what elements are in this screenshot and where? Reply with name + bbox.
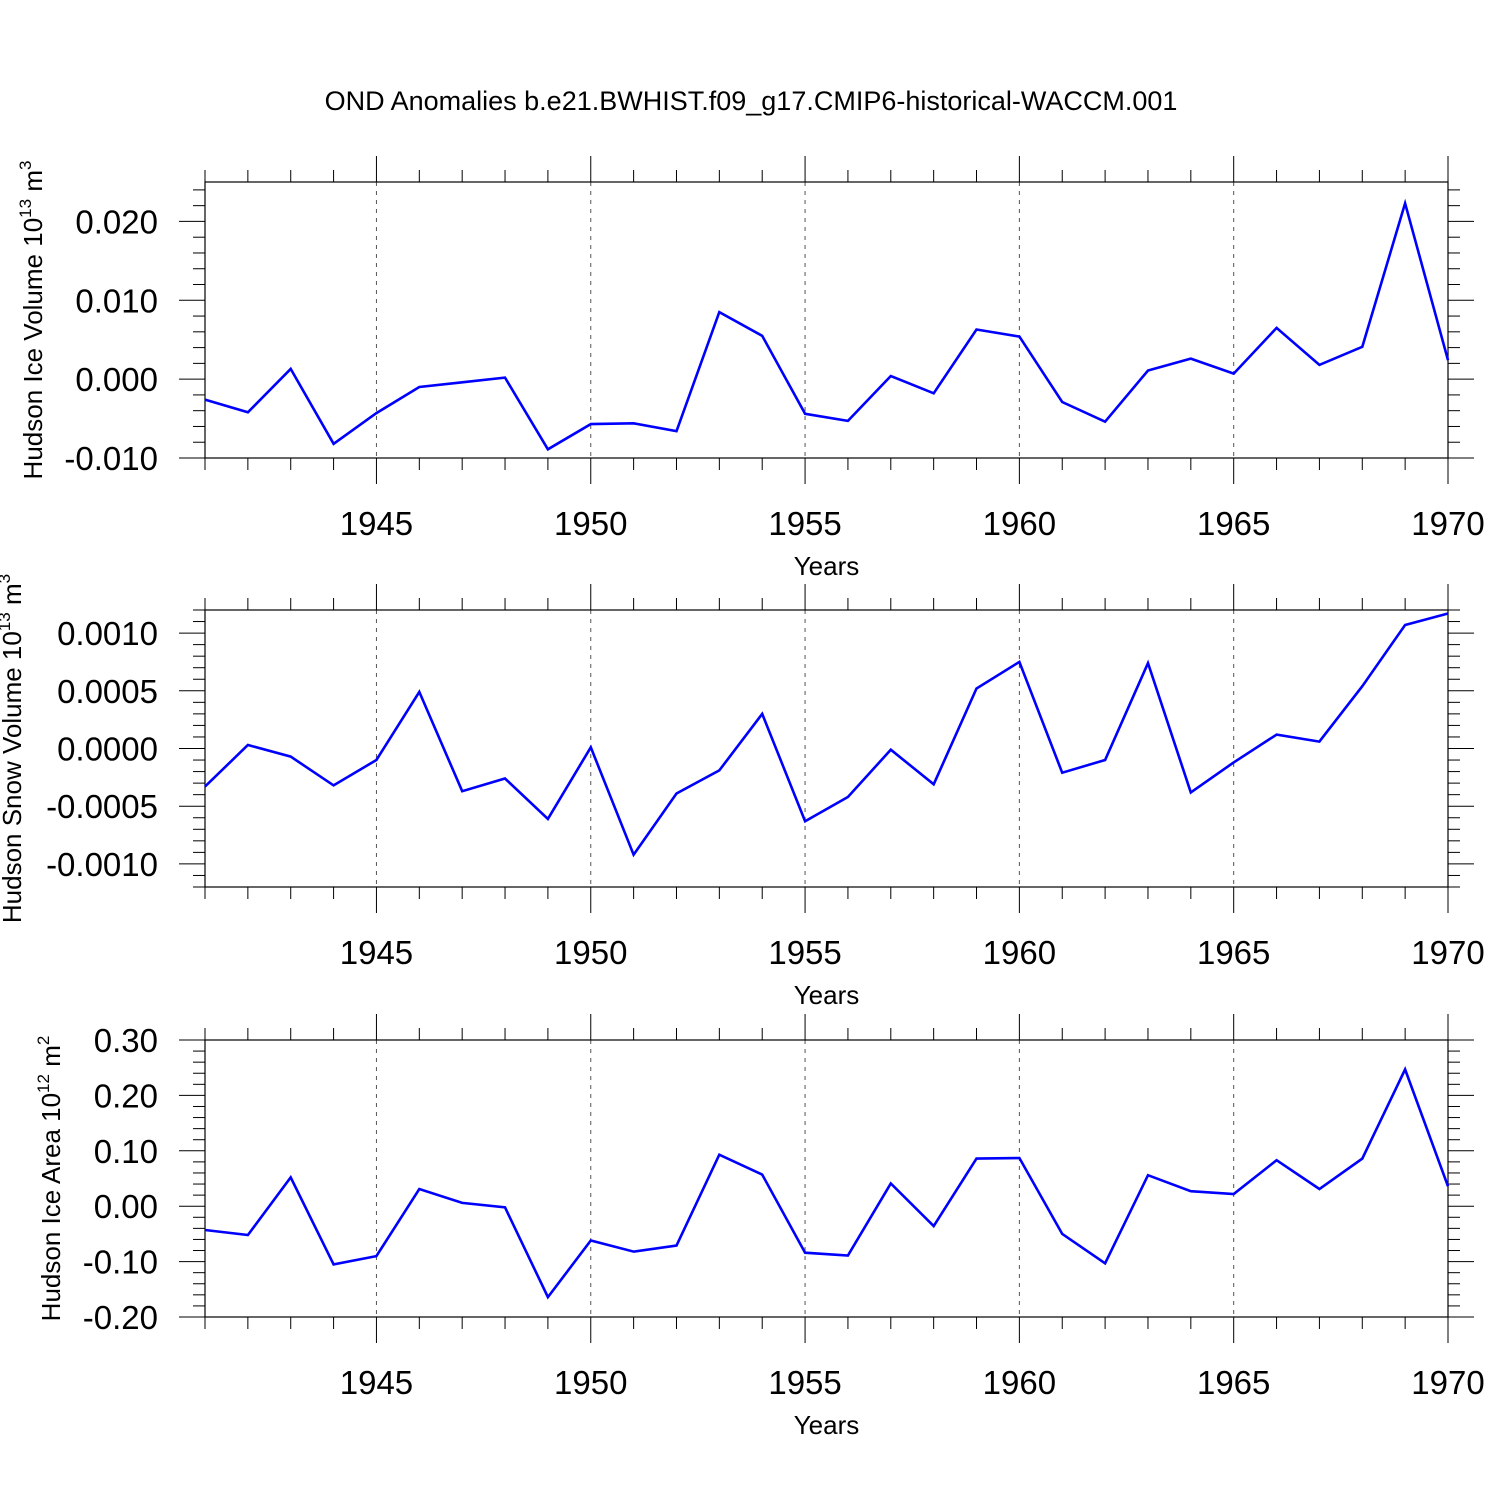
chart-panel-2: 1945 1950 1955 1960 1965 1970 -0.0010 -0.0005 0.…: [0, 574, 1485, 1010]
y-tick-label: -0.010: [64, 440, 158, 477]
y-axis-label: Hudson Snow Volume 1013 m3: [0, 574, 27, 923]
x-tick-label: 1970: [1411, 505, 1484, 542]
y-axis-label-unit: m: [0, 583, 27, 612]
y-tick-label: 0.000: [75, 361, 158, 398]
y-tick-label: -0.0010: [46, 846, 158, 883]
y-tick-label: 0.0010: [57, 615, 158, 652]
y-tick-label: 0.00: [94, 1188, 158, 1225]
y-tick-label: 0.20: [94, 1077, 158, 1114]
y-tick-label: 0.0005: [57, 673, 158, 710]
x-tick-label: 1945: [340, 505, 413, 542]
y-tick-label: 0.010: [75, 282, 158, 319]
y-tick-label: -0.20: [83, 1299, 158, 1336]
x-axis-label: Years: [794, 551, 860, 581]
series-line: [204, 1066, 1450, 1300]
y-axis-label-text: Hudson Snow Volume 10: [0, 631, 27, 923]
y-axis-label-exponent: 12: [34, 1074, 53, 1093]
y-tick-label: 0.30: [94, 1022, 158, 1059]
x-tick-label: 1950: [554, 1364, 627, 1401]
x-tick-label: 1950: [554, 505, 627, 542]
y-axis-label-unit: m: [36, 1045, 66, 1074]
y-axis-label: Hudson Ice Volume 1013 m3: [16, 161, 48, 480]
y-tick-label: -0.10: [83, 1244, 158, 1281]
y-axis-label-exponent: 13: [16, 199, 35, 218]
x-tick-label: 1955: [768, 934, 841, 971]
x-tick-label: 1950: [554, 934, 627, 971]
plot-frame: [204, 181, 1449, 459]
x-tick-label: 1955: [768, 505, 841, 542]
y-axis-label-unit-exponent: 3: [0, 574, 14, 583]
x-tick-label: 1970: [1411, 934, 1484, 971]
y-axis-label-unit-exponent: 2: [34, 1036, 53, 1045]
chart-panel-3: 1945 1950 1955 1960 1965 1970 -0.20 -0.10 0.00 0.…: [34, 1014, 1485, 1440]
x-tick-label: 1970: [1411, 1364, 1484, 1401]
series-line: [204, 198, 1450, 452]
y-axis-label-text: Hudson Ice Area 10: [36, 1093, 66, 1321]
y-tick-label: 0.020: [75, 203, 158, 240]
y-axis-label-text: Hudson Ice Volume 10: [18, 218, 48, 480]
y-tick-label: 0.0000: [57, 731, 158, 768]
y-tick-label: 0.10: [94, 1133, 158, 1170]
x-tick-label: 1945: [340, 934, 413, 971]
series-line: [204, 612, 1449, 858]
x-tick-label: 1965: [1197, 505, 1270, 542]
figure-title: OND Anomalies b.e21.BWHIST.f09_g17.CMIP6…: [325, 86, 1178, 116]
chart-panel-1: 1945 1950 1955 1960 1965 1970 -0.010 0.000 0.010…: [16, 156, 1485, 581]
x-tick-label: 1965: [1197, 934, 1270, 971]
x-tick-label: 1945: [340, 1364, 413, 1401]
y-axis-label-unit-exponent: 3: [16, 161, 35, 170]
x-tick-label: 1955: [768, 1364, 841, 1401]
x-tick-label: 1965: [1197, 1364, 1270, 1401]
x-tick-label: 1960: [983, 934, 1056, 971]
y-tick-label: -0.0005: [46, 788, 158, 825]
x-axis-label: Years: [794, 1410, 860, 1440]
x-tick-label: 1960: [983, 505, 1056, 542]
x-tick-label: 1960: [983, 1364, 1056, 1401]
x-axis-label: Years: [794, 980, 860, 1010]
plot-frame: [204, 609, 1449, 888]
y-axis-label-exponent: 13: [0, 612, 14, 631]
y-axis-label: Hudson Ice Area 1012 m2: [34, 1036, 66, 1322]
y-axis-label-unit: m: [18, 170, 48, 199]
plot-frame: [204, 1039, 1449, 1318]
